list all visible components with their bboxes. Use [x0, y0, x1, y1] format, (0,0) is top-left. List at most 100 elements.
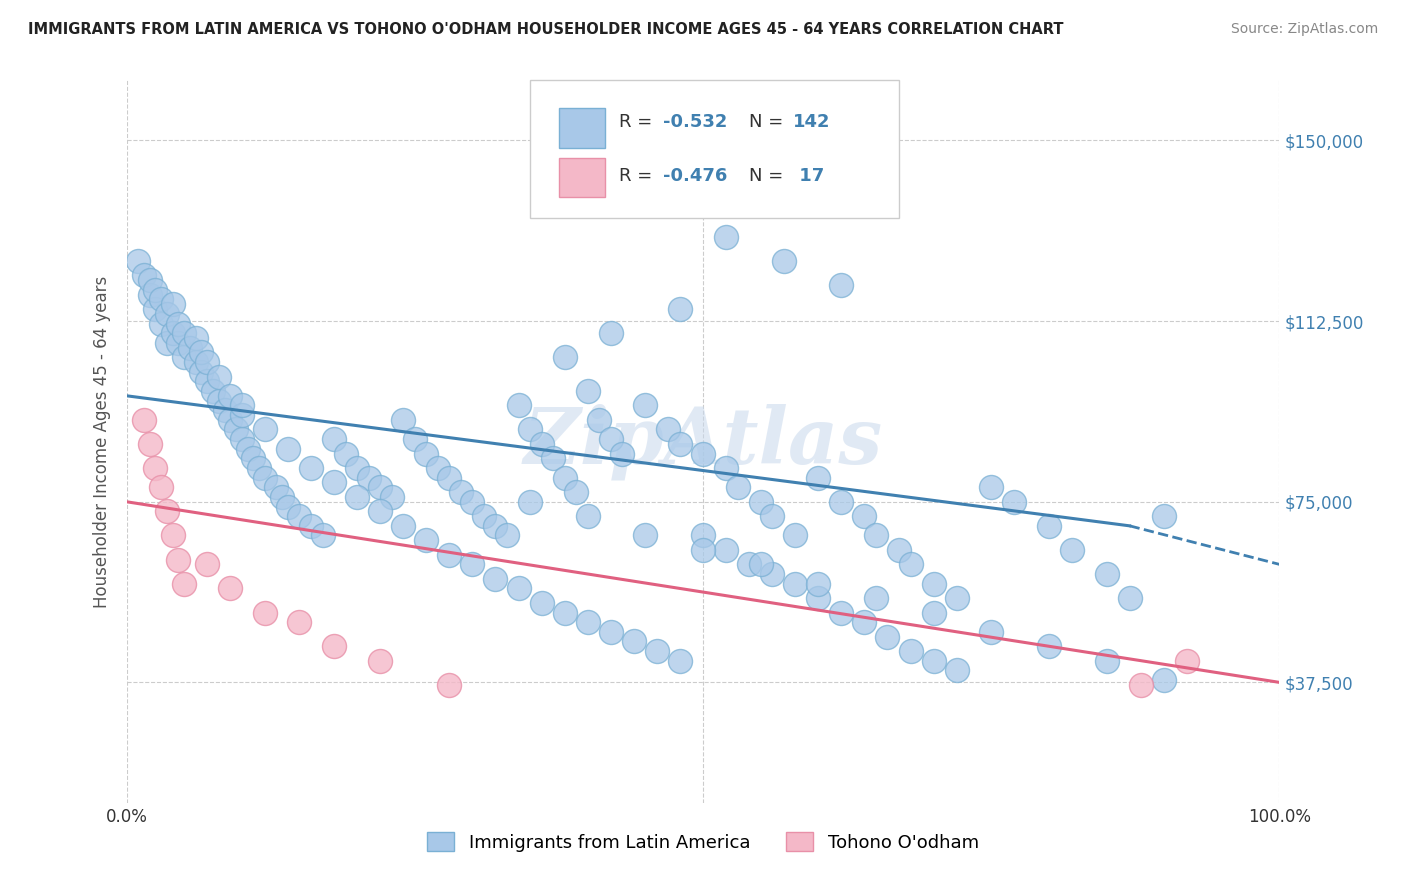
- Point: [785, 528, 807, 542]
- Point: [519, 494, 541, 508]
- Point: [634, 528, 657, 542]
- Point: [288, 509, 311, 524]
- Point: [156, 504, 179, 518]
- Point: [945, 664, 967, 678]
- Point: [772, 253, 794, 268]
- Point: [299, 519, 322, 533]
- Point: [253, 471, 276, 485]
- Text: -0.532: -0.532: [662, 112, 727, 131]
- Point: [162, 528, 184, 542]
- Point: [450, 485, 472, 500]
- Point: [1095, 567, 1118, 582]
- Point: [876, 630, 898, 644]
- Point: [195, 375, 218, 389]
- Point: [530, 596, 553, 610]
- Text: 142: 142: [793, 112, 831, 131]
- Point: [208, 393, 231, 408]
- Point: [554, 471, 576, 485]
- Point: [190, 365, 212, 379]
- Point: [236, 442, 259, 456]
- Point: [150, 480, 173, 494]
- Point: [530, 437, 553, 451]
- Point: [1002, 494, 1025, 508]
- FancyBboxPatch shape: [530, 80, 898, 218]
- Point: [496, 528, 519, 542]
- Point: [692, 542, 714, 557]
- Text: N =: N =: [749, 112, 789, 131]
- Point: [173, 576, 195, 591]
- Point: [173, 326, 195, 340]
- Point: [392, 519, 415, 533]
- Point: [266, 480, 288, 494]
- Point: [669, 437, 692, 451]
- Point: [900, 558, 922, 572]
- Point: [554, 350, 576, 364]
- Point: [830, 606, 852, 620]
- Point: [392, 413, 415, 427]
- Y-axis label: Householder Income Ages 45 - 64 years: Householder Income Ages 45 - 64 years: [93, 276, 111, 607]
- Point: [184, 355, 207, 369]
- Point: [761, 509, 783, 524]
- Text: ZipAtlas: ZipAtlas: [523, 403, 883, 480]
- Point: [576, 509, 599, 524]
- Point: [599, 432, 621, 446]
- Point: [508, 398, 530, 412]
- Point: [508, 582, 530, 596]
- Point: [541, 451, 564, 466]
- Point: [271, 490, 294, 504]
- Point: [634, 398, 657, 412]
- Point: [853, 615, 876, 630]
- Point: [323, 639, 346, 653]
- Point: [132, 413, 155, 427]
- Point: [980, 480, 1002, 494]
- Point: [1130, 678, 1153, 692]
- Point: [368, 654, 391, 668]
- Point: [323, 475, 346, 490]
- Point: [749, 494, 772, 508]
- Point: [830, 494, 852, 508]
- Point: [807, 591, 830, 606]
- Point: [219, 582, 242, 596]
- Point: [865, 528, 887, 542]
- Point: [714, 461, 737, 475]
- Point: [980, 624, 1002, 639]
- Point: [599, 326, 621, 340]
- Point: [179, 341, 201, 355]
- Point: [922, 576, 945, 591]
- Point: [404, 432, 426, 446]
- Text: R =: R =: [619, 112, 658, 131]
- Text: IMMIGRANTS FROM LATIN AMERICA VS TOHONO O'ODHAM HOUSEHOLDER INCOME AGES 45 - 64 : IMMIGRANTS FROM LATIN AMERICA VS TOHONO …: [28, 22, 1063, 37]
- Point: [576, 384, 599, 398]
- Point: [669, 654, 692, 668]
- Point: [335, 446, 357, 460]
- Point: [346, 490, 368, 504]
- Point: [461, 558, 484, 572]
- Point: [184, 331, 207, 345]
- Point: [1038, 519, 1060, 533]
- Point: [167, 335, 190, 350]
- Point: [368, 504, 391, 518]
- Point: [807, 471, 830, 485]
- Point: [219, 413, 242, 427]
- Point: [346, 461, 368, 475]
- Point: [588, 413, 610, 427]
- Point: [202, 384, 225, 398]
- Point: [1095, 654, 1118, 668]
- Point: [1060, 542, 1083, 557]
- Point: [145, 301, 166, 317]
- Point: [247, 461, 270, 475]
- Point: [1038, 639, 1060, 653]
- Text: R =: R =: [619, 167, 658, 185]
- Point: [692, 528, 714, 542]
- Point: [645, 644, 668, 658]
- Point: [138, 437, 160, 451]
- Point: [484, 572, 506, 586]
- Point: [807, 576, 830, 591]
- Point: [323, 432, 346, 446]
- Point: [138, 273, 160, 287]
- Point: [738, 558, 761, 572]
- Point: [231, 408, 253, 422]
- Point: [231, 398, 253, 412]
- Point: [150, 293, 173, 307]
- Point: [1153, 673, 1175, 687]
